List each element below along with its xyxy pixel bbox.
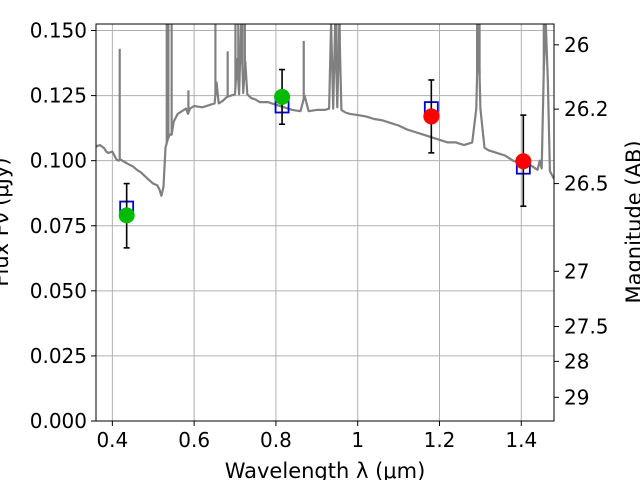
- sed-curve-layer: [96, 24, 554, 197]
- sed-model-line: [96, 24, 554, 197]
- x-tick-label: 0.4: [96, 428, 128, 452]
- right-tick-label: 28: [564, 349, 589, 373]
- y-tick-label: 0.025: [30, 344, 87, 368]
- y-tick-label: 0.100: [30, 149, 87, 173]
- right-tick-label: 26: [564, 33, 589, 57]
- y-tick-label: 0.075: [30, 214, 87, 238]
- x-tick-label: 1.2: [424, 428, 456, 452]
- right-tick-label: 26.5: [564, 172, 609, 196]
- right-tick-label: 29: [564, 385, 589, 409]
- plot-frame: [95, 23, 555, 422]
- right-axis-ticks: 26 26.2 26.5 27 27.5 28 29: [554, 33, 609, 409]
- x-tick-label: 1: [351, 428, 364, 452]
- observed-point-green: [274, 88, 291, 105]
- y-tick-label: 0.000: [30, 409, 87, 433]
- x-tick-label: 0.8: [260, 428, 292, 452]
- y-axis-label: Flux Fν (μJy): [0, 157, 13, 286]
- right-axis-label: Magnitude (AB): [622, 140, 640, 303]
- right-tick-label: 26.2: [564, 97, 609, 121]
- x-tick-label: 0.6: [178, 428, 210, 452]
- x-axis-label: Wavelength λ (μm): [225, 459, 426, 480]
- right-tick-label: 27.5: [564, 315, 609, 339]
- y-tick-label: 0.150: [30, 19, 87, 43]
- right-tick-label: 27: [564, 259, 589, 283]
- y-tick-label: 0.125: [30, 84, 87, 108]
- observed-point-green: [118, 207, 135, 224]
- observed-point-red: [515, 153, 532, 170]
- y-axis-ticks: 0.000 0.025 0.050 0.075 0.100 0.125 0.150: [30, 19, 96, 433]
- plot-area: [96, 24, 554, 421]
- x-axis-ticks: 0.4 0.6 0.8 1 1.2 1.4: [96, 421, 537, 452]
- observed-point-red: [423, 108, 440, 125]
- marker-layer: [118, 68, 532, 249]
- y-tick-label: 0.050: [30, 279, 87, 303]
- x-tick-label: 1.4: [505, 428, 537, 452]
